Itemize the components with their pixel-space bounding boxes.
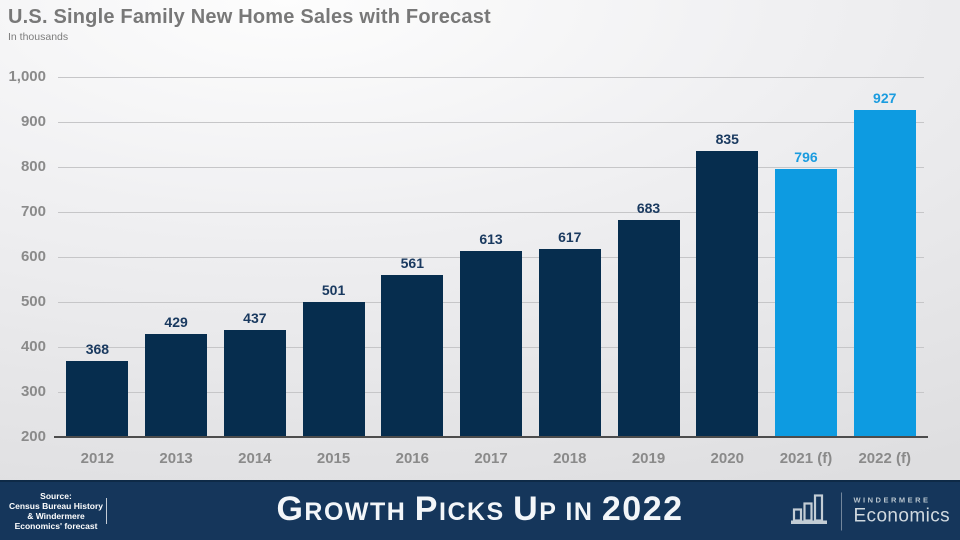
bar-slot: 683 2019 [609,77,688,467]
headline-segment: 2022 [601,489,684,528]
x-axis-tick-label: 2014 [238,450,272,467]
x-axis-tick-label: 2020 [710,450,744,467]
bar-slot: 437 2014 [215,77,294,467]
bar-chart-icon [788,491,830,532]
headline-segment: G [276,489,305,528]
gridline [58,77,924,78]
chart-title: U.S. Single Family New Home Sales with F… [8,6,491,28]
chart-units-label: In thousands [8,31,69,43]
bar-slot: 617 2018 [530,77,609,467]
source-line: & Windermere [27,511,85,521]
bar-2018 [538,249,601,437]
y-axis-labels: 200 300 400 500 600 700 800 900 1,000 [0,68,46,445]
gridline [58,167,924,168]
x-axis-tick-label: 2012 [80,450,115,467]
x-axis-tick-label: 2017 [474,450,508,467]
bar-slot: 796 2021 (f) [767,77,846,467]
gridline [58,212,924,213]
y-axis-tick-label: 400 [20,338,46,355]
headline-segment [505,498,513,526]
bar-slot: 429 2013 [137,77,216,467]
headline-segment: ICKS [438,497,505,526]
bars: 368 2012 429 2013 437 2014 501 2015 561 2016 613 20… [58,77,924,467]
chart-header: U.S. Single Family New Home Sales with F… [8,6,491,43]
bar-value-label: 927 [873,89,897,106]
headline-segment [557,498,565,526]
bar-2014 [223,330,286,437]
y-axis-tick-label: 900 [20,113,46,130]
gridline [58,122,924,123]
bar-2015 [302,301,365,437]
bar-value-label: 429 [164,313,188,330]
windermere-logo: WINDERMERE Economics [788,491,950,532]
y-axis-tick-label: 800 [20,158,46,175]
x-axis-tick-label: 2016 [395,450,429,467]
bar-value-label: 683 [636,199,661,216]
bar-value-label: 368 [85,341,110,358]
bar-2022(f) [853,109,916,437]
bar-slot: 368 2012 [58,77,137,467]
y-axis-tick-label: 600 [20,248,46,265]
bar-2019 [617,219,680,437]
headline-segment: P [414,489,439,528]
bar-value-label: 617 [558,229,582,246]
x-axis-tick-label: 2015 [316,450,351,467]
x-axis-tick-label: 2013 [159,450,193,467]
logo-brand-name: WINDERMERE [853,495,931,504]
x-axis-tick-label: 2021 (f) [779,450,833,467]
headline-segment: ROWTH [304,497,407,526]
bar-slot: 613 2017 [452,77,531,467]
headline: GROWTH PICKS UP IN 2022 [276,490,683,529]
y-axis-tick-label: 700 [20,203,46,220]
bar-slot: 927 2022 (f) [845,77,924,467]
source-note: Source: Census Bureau History & Windermere… [6,491,106,531]
bar-2020 [696,151,759,437]
bar-value-label: 613 [479,231,503,248]
source-line: Census Bureau History [9,501,103,511]
footer-banner: Source: Census Bureau History & Windermere… [0,480,960,540]
x-axis-tick-label: 2018 [553,450,587,467]
bar-2012 [66,361,129,437]
x-axis-tick-label: 2022 (f) [858,450,911,467]
source-line: Source: [40,491,72,501]
headline-segment: P [539,497,557,526]
source-divider [106,498,107,524]
bar-slot: 561 2016 [373,77,452,467]
y-axis-tick-label: 300 [20,383,46,400]
bar-2013 [145,333,208,437]
logo-text: WINDERMERE Economics [853,495,950,527]
bar-value-label: 561 [400,254,424,271]
bar-value-label: 501 [321,281,346,298]
bar-value-label: 835 [715,131,739,148]
logo-divider [841,492,843,530]
bar-2017 [460,251,523,437]
bar-2021(f) [774,168,837,437]
source-line: Economics' forecast [14,521,98,531]
logo-brand-division: Economics [853,505,950,526]
y-axis-tick-label: 200 [20,428,46,445]
x-axis-line [54,436,928,438]
plot-area: 368 2012 429 2013 437 2014 501 2015 561 2016 613 20… [54,77,928,467]
x-axis-tick-label: 2019 [631,450,666,467]
bar-slot: 835 2020 [688,77,767,467]
bar-2016 [381,274,444,437]
bar-value-label: 437 [243,310,267,327]
headline-segment: U [513,489,540,528]
bar-slot: 501 2015 [294,77,373,467]
bar-value-label: 796 [794,148,818,165]
headline-segment: IN [565,497,594,526]
y-axis-tick-label: 1,000 [8,68,46,85]
y-axis-tick-label: 500 [20,293,46,310]
